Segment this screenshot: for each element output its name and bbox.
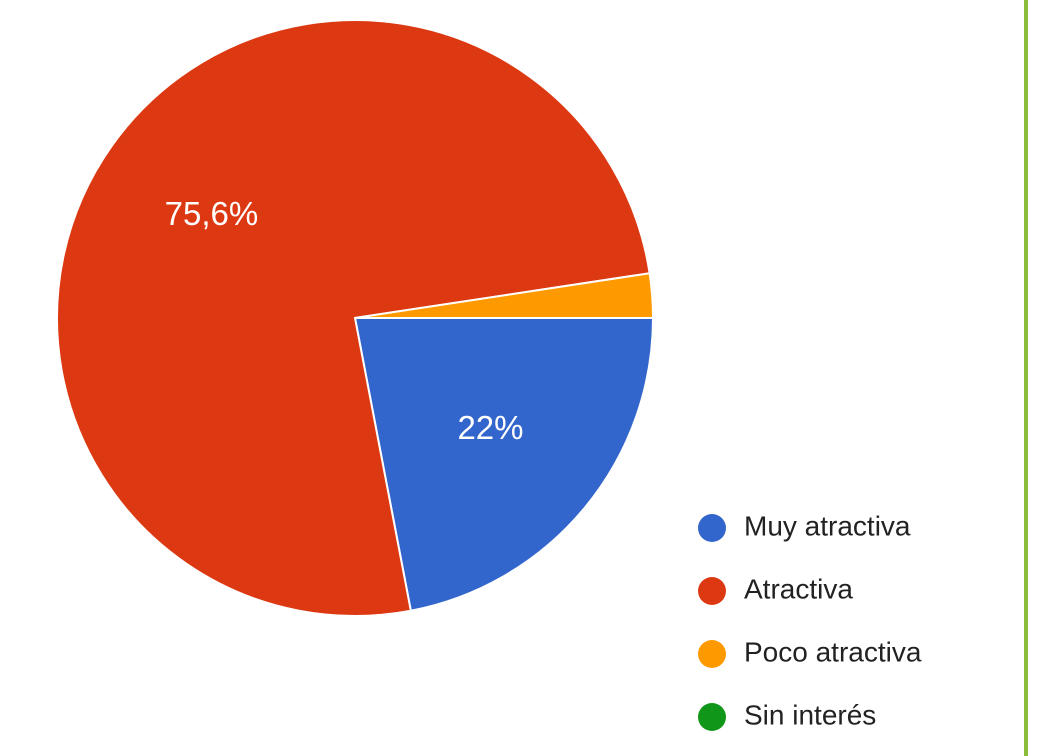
legend-item-muy-atractiva: Muy atractiva xyxy=(698,510,911,542)
legend-swatch-poco-atractiva xyxy=(698,640,726,668)
legend-swatch-muy-atractiva xyxy=(698,514,726,542)
pie-labels: 22% 75,6% xyxy=(165,195,524,446)
legend-label-muy-atractiva: Muy atractiva xyxy=(744,510,911,541)
data-label-atractiva: 75,6% xyxy=(165,195,259,232)
data-label-muy-atractiva: 22% xyxy=(457,409,523,446)
legend: Muy atractiva Atractiva Poco atractiva Sin … xyxy=(698,510,922,731)
legend-item-poco-atractiva: Poco atractiva xyxy=(698,636,922,668)
pie-slice-muy-atractiva xyxy=(353,317,655,612)
pie-slices xyxy=(56,19,655,617)
legend-label-sin-inter-s: Sin interés xyxy=(744,699,876,730)
legend-item-sin-inter-s: Sin interés xyxy=(698,699,876,731)
frame-border xyxy=(1024,0,1028,756)
legend-item-atractiva: Atractiva xyxy=(698,573,853,605)
legend-label-poco-atractiva: Poco atractiva xyxy=(744,636,922,667)
legend-swatch-sin-inter-s xyxy=(698,703,726,731)
legend-label-atractiva: Atractiva xyxy=(744,573,853,604)
pie-slice-atractiva xyxy=(56,19,651,617)
legend-swatch-atractiva xyxy=(698,577,726,605)
pie-slice-poco-atractiva xyxy=(354,272,655,319)
